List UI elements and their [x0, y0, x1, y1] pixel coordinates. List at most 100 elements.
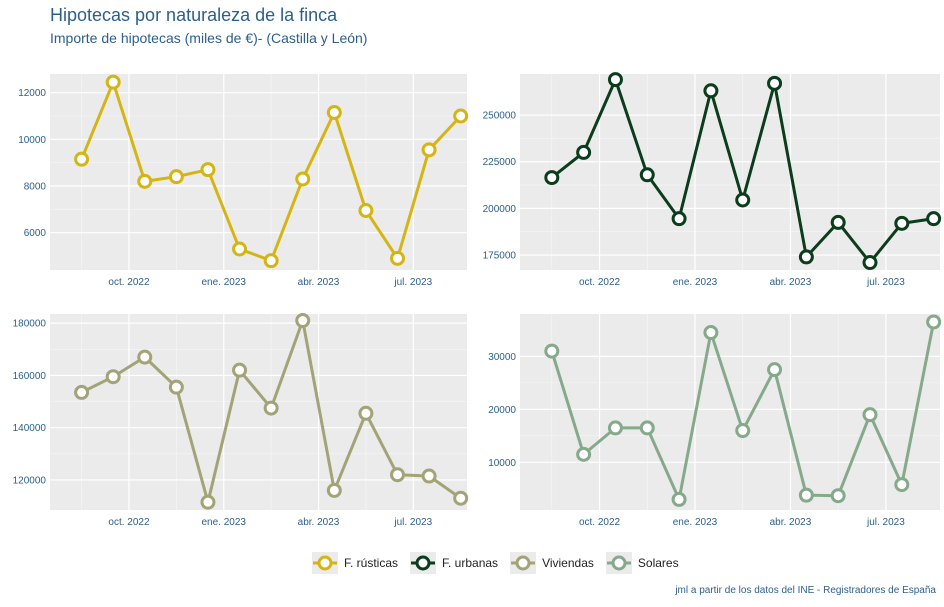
data-point: [295, 313, 311, 329]
data-point: [735, 423, 751, 439]
x-tick-label: jul. 2023: [866, 517, 905, 528]
data-point: [894, 215, 910, 231]
data-point: [421, 468, 437, 484]
data-point: [894, 477, 910, 493]
data-point: [671, 491, 687, 507]
legend-item-viviendas: Viviendas: [510, 552, 594, 574]
y-tick-label: 250000: [483, 111, 517, 122]
legend-item-urbanas: F. urbanas: [410, 552, 498, 574]
data-point: [200, 494, 216, 510]
y-tick-label: 6000: [24, 228, 47, 239]
y-tick-label: 140000: [13, 423, 47, 434]
data-point: [544, 170, 560, 186]
data-point: [576, 144, 592, 160]
data-point: [671, 211, 687, 227]
data-point: [926, 211, 942, 227]
data-point: [168, 169, 184, 185]
data-point: [703, 83, 719, 99]
x-tick-label: abr. 2023: [298, 517, 340, 528]
y-tick-label: 175000: [483, 251, 517, 262]
x-tick-label: oct. 2022: [579, 517, 621, 528]
data-point: [798, 249, 814, 265]
legend-key-viviendas: [510, 552, 537, 574]
legend: F. rústicas F. urbanas Viviendas Solares: [312, 552, 685, 574]
data-point: [926, 314, 942, 330]
x-tick-label: abr. 2023: [770, 517, 812, 528]
data-point: [607, 72, 623, 88]
data-point: [830, 214, 846, 230]
data-point: [639, 167, 655, 183]
y-tick-label: 10000: [488, 458, 516, 469]
data-point: [830, 488, 846, 504]
data-point: [862, 255, 878, 271]
chart-subtitle: Importe de hipotecas (miles de €)- (Cast…: [50, 30, 368, 46]
panel-solares: 10000 20000 30000 oct. 2022 ene. 2023 abr. 20…: [488, 314, 942, 528]
legend-key-urbanas: [410, 552, 437, 574]
legend-label-urbanas: F. urbanas: [442, 556, 499, 570]
legend-label-rusticas: F. rústicas: [344, 556, 399, 570]
data-point: [358, 203, 374, 218]
y-tick-label: 12000: [18, 88, 46, 99]
panel-urbanas: 175000 200000 225000 250000 oct. 2022 ene. 20…: [483, 72, 942, 288]
x-tick-label: jul. 2023: [393, 517, 432, 528]
x-tick-label: jul. 2023: [393, 277, 432, 288]
x-tick-label: ene. 2023: [202, 517, 247, 528]
data-point: [263, 253, 279, 269]
y-tick-label: 8000: [24, 182, 47, 193]
caption: jml a partir de los datos del INE - Regi…: [675, 585, 936, 596]
data-point: [295, 171, 311, 187]
y-tick-label: 30000: [488, 352, 516, 363]
data-point: [544, 343, 560, 359]
plot-background: [520, 74, 940, 270]
data-point: [74, 151, 90, 167]
data-point: [735, 192, 751, 208]
data-point: [798, 487, 814, 503]
data-point: [453, 490, 469, 506]
data-point: [639, 420, 655, 436]
data-point: [105, 74, 121, 90]
data-point: [767, 75, 783, 91]
y-tick-label: 120000: [13, 475, 47, 486]
y-tick-label: 20000: [488, 405, 516, 416]
data-point: [703, 325, 719, 341]
x-tick-label: ene. 2023: [673, 277, 718, 288]
y-tick-label: 180000: [13, 319, 47, 330]
y-tick-label: 160000: [13, 371, 47, 382]
legend-label-viviendas: Viviendas: [542, 556, 594, 570]
panel-viviendas: 120000 140000 160000 180000 oct. 2022 ene. 20…: [13, 313, 469, 528]
legend-label-solares: Solares: [637, 556, 679, 570]
x-tick-label: abr. 2023: [298, 277, 340, 288]
x-tick-label: oct. 2022: [108, 277, 150, 288]
plot-background: [50, 74, 467, 270]
x-tick-label: oct. 2022: [579, 277, 621, 288]
data-point: [576, 446, 592, 462]
data-point: [326, 105, 342, 120]
data-point: [767, 362, 783, 378]
data-point: [390, 250, 405, 266]
y-tick-label: 10000: [18, 135, 46, 146]
data-point: [421, 142, 437, 158]
data-point: [390, 467, 405, 483]
y-tick-label: 225000: [483, 157, 517, 168]
y-tick-label: 200000: [483, 204, 517, 215]
data-point: [137, 173, 153, 189]
data-point: [607, 420, 623, 436]
data-point: [74, 384, 90, 400]
x-tick-label: jul. 2023: [866, 277, 905, 288]
data-point: [862, 407, 878, 423]
legend-key-solares: [605, 552, 632, 574]
data-point: [453, 108, 469, 124]
x-tick-label: abr. 2023: [770, 277, 812, 288]
plot-background: [50, 314, 467, 510]
data-point: [358, 405, 374, 421]
data-point: [263, 400, 279, 416]
legend-item-rusticas: F. rústicas: [312, 552, 398, 574]
legend-item-solares: Solares: [605, 552, 679, 574]
data-point: [137, 349, 153, 365]
data-point: [232, 362, 248, 378]
x-tick-label: ene. 2023: [202, 277, 247, 288]
legend-key-rusticas: [312, 552, 338, 574]
data-point: [232, 241, 248, 257]
data-point: [105, 369, 121, 385]
data-point: [326, 482, 342, 498]
